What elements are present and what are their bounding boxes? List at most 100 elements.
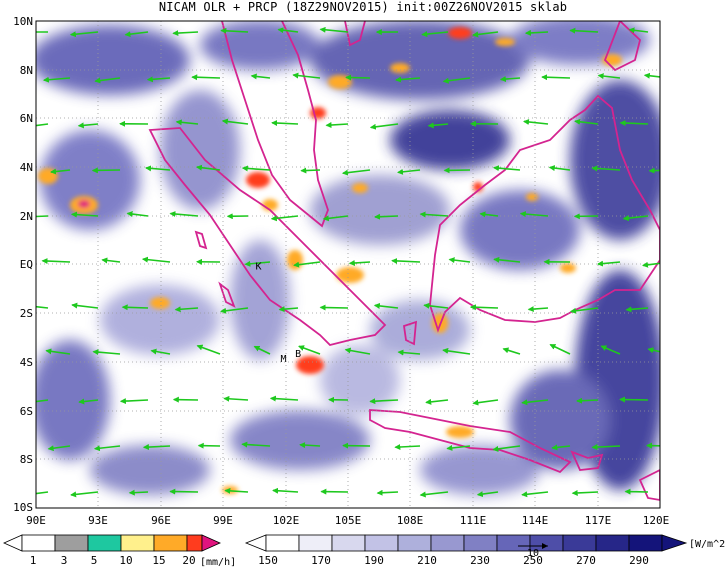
lat-tick-label: 10N [13,15,33,28]
wind-arrow [397,349,421,356]
wind-arrow [69,31,99,38]
olr-legend-swatch [562,534,597,552]
prcp-legend-value: 3 [61,554,68,567]
prcp-legend-value: 10 [119,554,132,567]
wind-arrow [619,119,649,126]
wind-arrow [220,307,249,314]
olr-legend-value: 250 [523,554,543,567]
prcp-legend-value: 5 [91,554,98,567]
wind-arrow [141,256,171,263]
place-label: B [295,349,301,360]
olr-legend-unit: [W/m^2] [689,539,726,550]
olr-field [36,21,660,508]
lon-tick-label: 111E [460,514,487,527]
wind-arrow [373,302,399,309]
wind-arrow [502,347,521,355]
plot-frame [35,20,661,509]
wind-arrow [527,306,549,313]
wind-arrow [221,118,249,125]
wind-arrow [597,73,621,80]
wind-arrow [272,487,299,494]
olr-legend-value: 290 [629,554,649,567]
wind-arrow [419,211,449,218]
place-label: K [256,261,262,272]
lon-tick-label: 105E [335,514,362,527]
wind-arrow [271,120,299,127]
wind-arrow [642,261,660,268]
wind-arrow [175,119,199,126]
wind-arrow [425,398,449,405]
place-label: M [281,354,287,365]
longitude-tick-labels: 90E 93E 96E 99E 102E 105E 108E 111E 114E… [26,514,669,527]
wind-arrow [241,165,271,172]
wind-arrow [493,256,521,263]
wind-arrow [36,123,49,127]
wind-arrow [299,442,321,449]
lon-tick-label: 102E [273,514,300,527]
wind-arrow [348,259,371,266]
wind-arrow [319,26,349,33]
wind-arrow [172,30,199,37]
wind-arrow [369,123,399,130]
prcp-legend-value: 15 [152,554,165,567]
wind-arrow [220,27,249,34]
legend-arrow-left [244,534,267,552]
wind-arrow [479,211,499,218]
olr-legend-swatch [397,534,432,552]
olr-legend-swatch [331,534,366,552]
olr-legend-value: 170 [311,554,331,567]
wind-arrow [521,491,549,498]
wind-arrow [647,347,660,354]
wind-arrow [427,122,449,129]
olr-legend: 150 170 190 210 230 250 270 290 [W/m^2] [244,534,726,567]
wind-arrow [325,122,349,129]
olr-legend-value: 210 [417,554,437,567]
wind-arrow [576,397,599,404]
wind-arrow [319,304,349,311]
wind-arrow [628,27,649,34]
wind-arrow [597,260,621,267]
wind-arrow [45,348,71,355]
prcp-legend-value: 1 [30,554,37,567]
wind-arrow [421,31,449,38]
wind-arrow [521,399,549,406]
wind-arrow [241,441,271,448]
lon-tick-label: 90E [26,514,46,527]
wind-arrow [591,165,621,172]
wind-arrow [643,72,660,79]
legend-arrow-right [661,534,688,552]
wind-arrow [223,395,249,402]
wind-arrow [551,444,571,451]
wind-arrow [70,211,99,218]
wind-arrow [41,258,71,265]
wind-arrow [50,168,71,175]
wind-arrow [36,215,49,218]
lat-tick-label: 4N [20,161,33,174]
lon-tick-label: 93E [88,514,108,527]
lat-tick-label: 6N [20,112,33,125]
wind-arrow [446,444,471,451]
olr-legend-swatch [628,534,663,552]
wind-arrow [244,260,271,267]
wind-arrow [625,306,649,313]
wind-arrow [94,77,121,84]
wind-arrow [499,76,521,83]
lon-tick-label: 114E [522,514,549,527]
prcp-legend-unit: [mm/h] [200,557,236,568]
olr-legend-swatch [595,534,630,552]
wind-arrow [476,491,499,498]
wind-arrow [92,349,121,356]
olr-legend-value: 190 [364,554,384,567]
wind-arrow [293,261,321,268]
wind-arrow [569,27,599,34]
wind-vectors [36,26,660,498]
lon-tick-label: 117E [585,514,612,527]
wind-arrow [442,347,471,355]
olr-legend-value: 150 [258,554,278,567]
wind-arrow [278,306,299,313]
wind-arrow [298,345,321,355]
wind-arrow [376,489,399,496]
wind-arrow [128,489,149,496]
wind-arrow [619,396,649,403]
